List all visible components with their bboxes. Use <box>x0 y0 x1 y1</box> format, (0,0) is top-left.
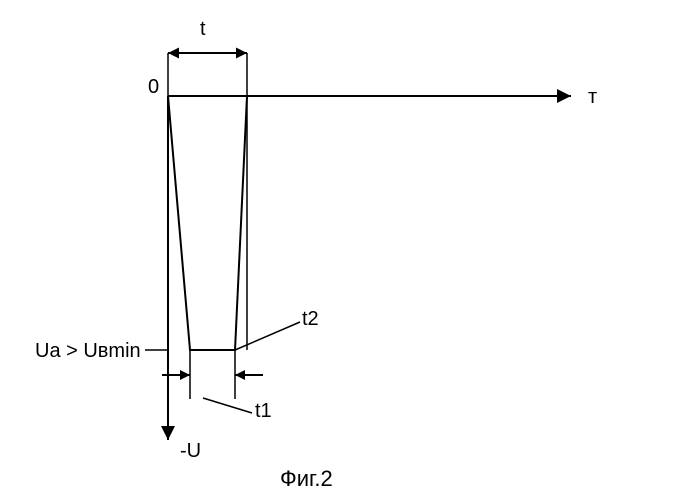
ua-label: Ua > Uвmin <box>35 340 141 363</box>
neg-u-label: -U <box>180 440 201 463</box>
t-dimension-label: t <box>200 18 206 41</box>
t1-label: t1 <box>255 400 272 423</box>
figure-caption: Фиг.2 <box>280 466 333 492</box>
x-axis-label: т <box>588 86 597 109</box>
waveform-diagram <box>0 0 681 500</box>
t2-label: t2 <box>302 308 319 331</box>
origin-label: 0 <box>148 76 159 99</box>
